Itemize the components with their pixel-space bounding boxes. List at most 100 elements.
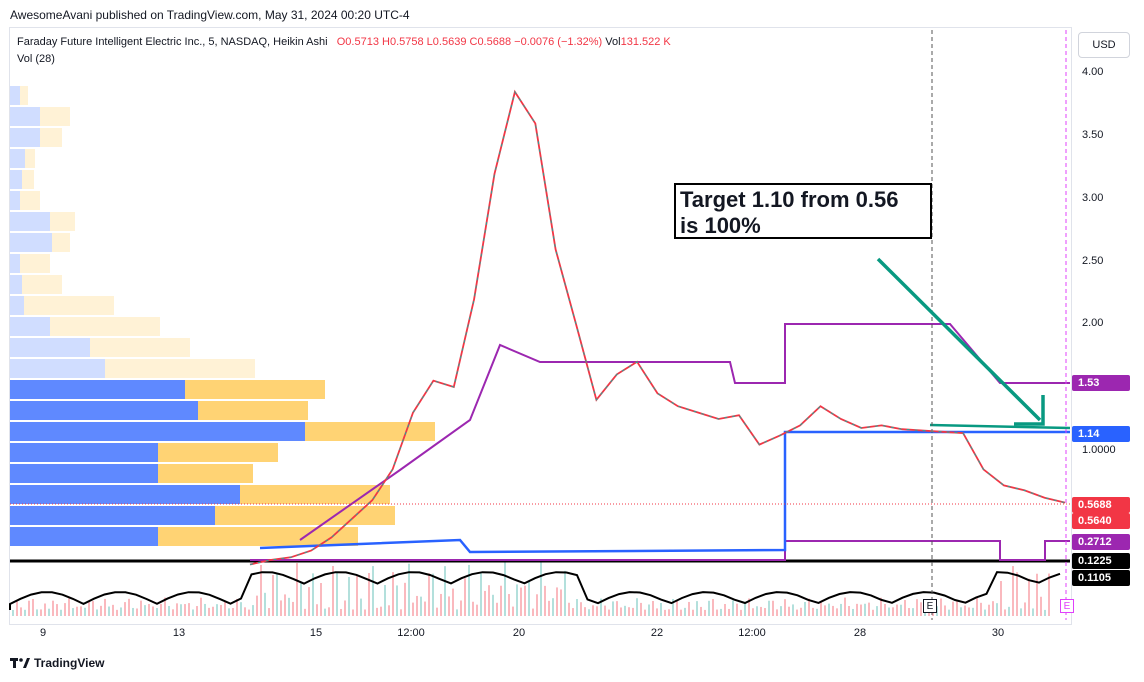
volume-profile-up-bar	[50, 317, 160, 336]
price-axis-label: 1.53	[1072, 375, 1130, 391]
volume-bar	[976, 598, 978, 616]
volume-bar	[984, 609, 986, 616]
volume-bar	[116, 609, 118, 616]
volume-bar	[1012, 566, 1014, 616]
volume-bar	[528, 581, 530, 616]
volume-bar	[728, 608, 730, 616]
earnings-marker-upcoming[interactable]: E	[1060, 599, 1074, 613]
volume-profile-down-bar	[10, 443, 158, 462]
volume-bar	[772, 600, 774, 616]
x-tick-label: 12:00	[397, 627, 425, 639]
volume-bar	[532, 608, 534, 616]
volume-bar	[440, 593, 442, 616]
volume-bar	[992, 601, 994, 616]
volume-profile-up-bar	[90, 338, 190, 357]
volume-bar	[1048, 573, 1050, 616]
volume-bar	[188, 603, 190, 616]
volume-bar	[704, 609, 706, 616]
volume-bar	[804, 602, 806, 616]
y-tick-label: 1.0000	[1082, 444, 1116, 456]
volume-profile-up-bar	[240, 485, 390, 504]
volume-bar	[236, 598, 238, 616]
volume-bar	[432, 573, 434, 616]
volume-profile-down-bar	[10, 128, 40, 147]
volume-bar	[244, 607, 246, 616]
volume-profile-down-bar	[10, 380, 185, 399]
volume-ma-line	[9, 571, 1061, 610]
chart-pane[interactable]	[9, 27, 1072, 625]
volume-bar	[540, 560, 542, 616]
purple-step-line-lower	[250, 540, 1070, 561]
volume-bar	[644, 609, 646, 616]
volume-bar	[880, 597, 882, 616]
volume-bar	[940, 598, 942, 616]
volume-bar	[168, 606, 170, 616]
x-tick-label: 12:00	[738, 627, 766, 639]
volume-bar	[396, 585, 398, 616]
volume-bar	[964, 605, 966, 616]
volume-bar	[872, 609, 874, 616]
volume-bar	[980, 602, 982, 616]
earnings-marker[interactable]: E	[923, 599, 937, 613]
volume-bar	[652, 601, 654, 616]
volume-bar	[272, 574, 274, 616]
tradingview-logo[interactable]: TradingView	[10, 656, 104, 670]
volume-bar	[424, 601, 426, 616]
volume-bar	[744, 603, 746, 616]
volume-bar	[572, 608, 574, 616]
volume-bar	[192, 609, 194, 616]
volume-bar	[1016, 572, 1018, 616]
volume-bar	[200, 597, 202, 616]
close-value: C0.5688	[469, 36, 512, 48]
volume-bar	[716, 609, 718, 616]
target-annotation: Target 1.10 from 0.56 is 100%	[674, 183, 932, 239]
volume-bar	[12, 610, 14, 616]
volume-label: Vol	[605, 36, 621, 48]
volume-bar	[64, 603, 66, 616]
volume-bar	[428, 573, 430, 616]
volume-profile-up-bar	[20, 254, 50, 273]
volume-bar	[888, 607, 890, 616]
volume-bar	[616, 601, 618, 616]
volume-bar	[632, 607, 634, 616]
volume-bar	[284, 594, 286, 616]
volume-bar	[224, 600, 226, 616]
publisher-line: AwesomeAvani published on TradingView.co…	[10, 8, 410, 22]
x-tick-label: 28	[853, 627, 867, 639]
volume-bar	[420, 596, 422, 616]
volume-bar	[560, 589, 562, 616]
volume-bar	[800, 607, 802, 616]
volume-bar	[600, 598, 602, 616]
volume-bar	[548, 600, 550, 616]
x-tick-label: 30	[991, 627, 1005, 639]
volume-bar	[536, 594, 538, 616]
volume-bar	[372, 566, 374, 616]
volume-bar	[768, 600, 770, 616]
volume-bar	[884, 603, 886, 616]
volume-bar	[776, 609, 778, 616]
volume-bar	[144, 605, 146, 616]
volume-bar	[808, 598, 810, 616]
y-tick-label: 4.00	[1082, 66, 1104, 78]
volume-bar	[972, 607, 974, 616]
volume-bar	[476, 604, 478, 616]
symbol-legend: Faraday Future Intelligent Electric Inc.…	[17, 36, 671, 48]
volume-bar	[824, 605, 826, 616]
volume-bar	[232, 608, 234, 616]
volume-bar	[844, 597, 846, 616]
volume-bar	[840, 603, 842, 616]
volume-bar	[960, 607, 962, 616]
volume-profile-up-bar	[185, 380, 325, 399]
blue-step-line	[259, 430, 1070, 554]
volume-bar	[760, 606, 762, 616]
volume-bar	[904, 600, 906, 616]
volume-bar	[592, 605, 594, 616]
volume-bar	[736, 603, 738, 616]
volume-profile-down-bar	[10, 212, 50, 231]
high-value: H0.5758	[382, 36, 424, 48]
volume-bar	[564, 570, 566, 616]
currency-button[interactable]: USD	[1078, 32, 1130, 58]
volume-bar	[720, 608, 722, 616]
volume-bar	[484, 590, 486, 616]
